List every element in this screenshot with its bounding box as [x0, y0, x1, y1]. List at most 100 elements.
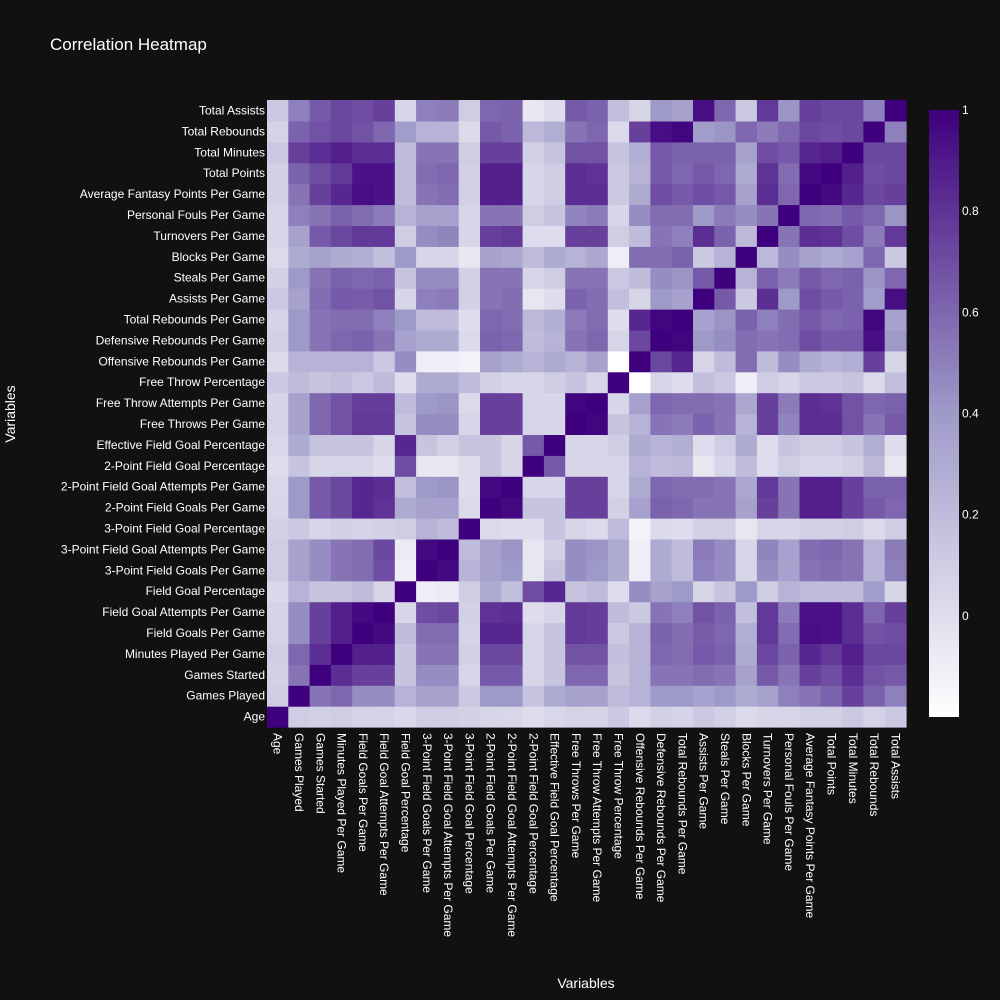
heatmap-cell — [309, 288, 332, 310]
heatmap-cell — [416, 225, 438, 247]
heatmap-cell — [565, 664, 588, 686]
heatmap-cell — [586, 246, 609, 268]
heatmap-cell — [522, 580, 545, 603]
heatmap-cell — [884, 183, 907, 206]
heatmap-cell — [522, 392, 545, 415]
heatmap-cell — [778, 371, 801, 394]
heatmap-cell — [650, 392, 673, 415]
heatmap-cell — [458, 476, 481, 498]
heatmap-cell — [607, 225, 630, 247]
heatmap-cell — [543, 601, 566, 624]
heatmap-cell — [607, 309, 630, 331]
y-tick-labels: Age Games Played Games Started Minutes Play… — [61, 103, 265, 723]
heatmap-cell — [352, 476, 375, 498]
heatmap-cell — [714, 350, 737, 373]
heatmap-cell — [735, 580, 758, 603]
heatmap-cell — [565, 329, 588, 352]
heatmap-cell — [820, 580, 843, 603]
heatmap-cell — [394, 664, 417, 686]
heatmap-cell — [522, 434, 545, 456]
x-tick-label: Blocks Per Game — [739, 733, 753, 827]
heatmap-cell — [288, 183, 311, 206]
heatmap-cell — [480, 392, 502, 415]
heatmap-cell — [756, 685, 779, 707]
heatmap-cell — [671, 622, 694, 644]
heatmap-cell — [778, 434, 801, 456]
heatmap-cell — [693, 309, 715, 331]
heatmap-cell — [799, 538, 822, 561]
heatmap-cell — [394, 518, 417, 540]
heatmap-cell — [565, 225, 588, 247]
heatmap-cell — [778, 225, 801, 247]
heatmap-cell — [522, 643, 545, 665]
y-tick-label: 3-Point Field Goal Percentage — [104, 521, 265, 535]
heatmap-cell — [394, 601, 417, 624]
heatmap-cell — [288, 622, 311, 644]
heatmap-cell — [458, 706, 481, 728]
heatmap-cell — [799, 497, 822, 519]
heatmap-cell — [778, 162, 801, 185]
heatmap-cell — [416, 350, 438, 373]
heatmap-cell — [543, 538, 566, 561]
x-tick-label: Field Goals Per Game — [356, 733, 370, 852]
heatmap-cell — [309, 183, 332, 206]
heatmap-cell — [501, 288, 524, 310]
heatmap-cell — [586, 413, 609, 435]
heatmap-cell — [799, 622, 822, 644]
heatmap-cell — [756, 434, 779, 456]
heatmap-cell — [756, 309, 779, 331]
heatmap-cell — [373, 455, 396, 477]
heatmap-cell — [394, 183, 417, 206]
heatmap-cell — [309, 706, 332, 728]
heatmap-cell — [820, 141, 843, 164]
heatmap-cell — [309, 329, 332, 352]
heatmap-cell — [799, 162, 822, 185]
heatmap-cell — [842, 664, 864, 686]
heatmap-cell — [607, 497, 630, 519]
heatmap-cell — [735, 267, 758, 289]
heatmap-cell — [565, 141, 588, 164]
heatmap-cell — [437, 559, 460, 582]
heatmap-cell — [671, 538, 694, 561]
heatmap-cell — [650, 434, 673, 456]
heatmap-cell — [522, 476, 545, 498]
heatmap-cell — [629, 664, 651, 686]
heatmap-cell — [501, 497, 524, 519]
heatmap-cell — [309, 204, 332, 226]
heatmap-cell — [480, 204, 502, 226]
y-tick-label: 2-Point Field Goals Per Game — [105, 501, 265, 515]
heatmap-cell — [309, 309, 332, 331]
heatmap-cell — [352, 225, 375, 247]
heatmap-cell — [735, 664, 758, 686]
heatmap-cell — [714, 267, 737, 289]
heatmap-cell — [629, 350, 651, 373]
x-tick-label: Steals Per Game — [718, 733, 732, 825]
heatmap-cell — [671, 204, 694, 226]
y-tick-label: Total Rebounds Per Game — [124, 312, 266, 326]
heatmap-cell — [458, 183, 481, 206]
heatmap-cell — [458, 267, 481, 289]
heatmap-cell — [820, 497, 843, 519]
heatmap-cell — [373, 288, 396, 310]
heatmap-cell — [756, 246, 779, 268]
heatmap-cell — [480, 225, 502, 247]
heatmap-cell — [480, 371, 502, 394]
heatmap-cell — [522, 371, 545, 394]
heatmap-cell — [778, 706, 801, 728]
heatmap-cell — [522, 559, 545, 582]
heatmap-cell — [586, 643, 609, 665]
heatmap-cell — [416, 476, 438, 498]
heatmap-cell — [543, 162, 566, 185]
heatmap-cell — [501, 141, 524, 164]
heatmap-cell — [650, 518, 673, 540]
heatmap-cell — [330, 309, 353, 331]
heatmap-cell — [778, 246, 801, 268]
heatmap-cell — [756, 162, 779, 185]
heatmap-cell — [352, 559, 375, 582]
heatmap-cell — [693, 476, 715, 498]
heatmap-cell — [607, 100, 630, 122]
heatmap-cell — [735, 601, 758, 624]
heatmap-cell — [458, 309, 481, 331]
heatmap-cell — [778, 580, 801, 603]
heatmap-cell — [820, 392, 843, 415]
